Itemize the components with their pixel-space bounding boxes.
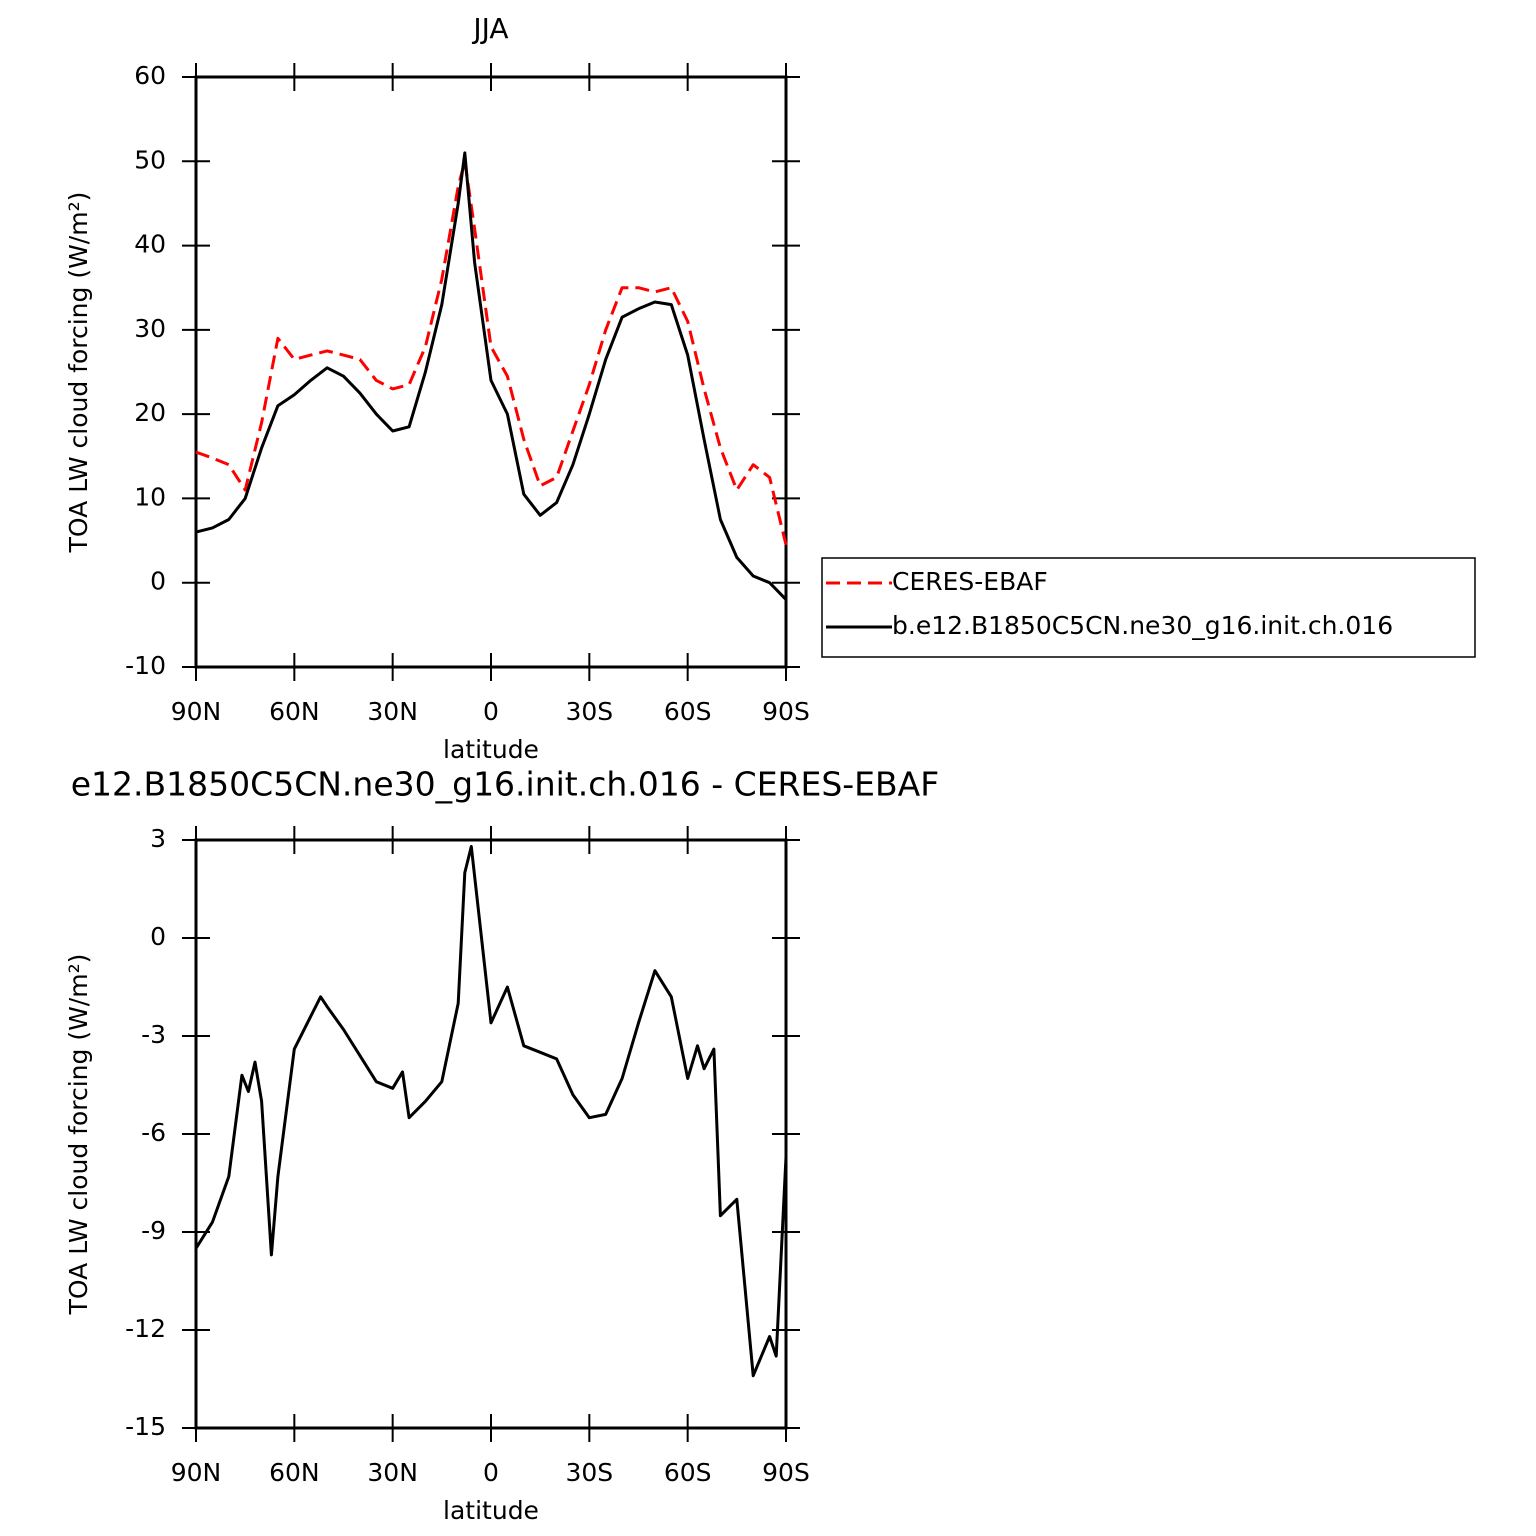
legend-label: CERES-EBAF: [892, 567, 1048, 596]
x-axis-label: latitude: [443, 735, 539, 764]
y-tick-label: 3: [150, 824, 166, 853]
y-tick-label: 0: [150, 922, 166, 951]
y-tick-label: -10: [125, 651, 166, 680]
x-tick-label: 60N: [269, 697, 320, 726]
y-tick-label: 40: [134, 230, 166, 259]
y-axis-label: TOA LW cloud forcing (W/m²): [64, 192, 93, 554]
x-tick-label: 30N: [367, 1458, 418, 1487]
x-tick-label: 0: [483, 697, 499, 726]
x-tick-label: 90N: [171, 697, 222, 726]
x-tick-label: 30S: [565, 697, 613, 726]
x-tick-label: 90S: [762, 1458, 810, 1487]
x-tick-label: 60S: [664, 1458, 712, 1487]
y-tick-label: 0: [150, 567, 166, 596]
legend-box: [821, 557, 1476, 658]
x-tick-label: 90S: [762, 697, 810, 726]
data-line: [195, 151, 788, 601]
x-tick-label: 90N: [171, 1458, 222, 1487]
chart-title: e12.B1850C5CN.ne30_g16.init.ch.016 - CER…: [71, 765, 939, 804]
y-tick-label: -3: [141, 1020, 166, 1049]
y-tick-label: -9: [141, 1216, 166, 1245]
data-line: [195, 159, 788, 546]
y-tick-label: 20: [134, 398, 166, 427]
y-tick-label: -12: [125, 1314, 166, 1343]
y-tick-label: -6: [141, 1118, 166, 1147]
y-tick-label: -15: [125, 1412, 166, 1441]
y-axis-label: TOA LW cloud forcing (W/m²): [64, 954, 93, 1316]
x-tick-label: 0: [483, 1458, 499, 1487]
y-tick-label: 30: [134, 314, 166, 343]
y-tick-label: 60: [134, 61, 166, 90]
x-tick-label: 30S: [565, 1458, 613, 1487]
data-line: [194, 845, 788, 1378]
x-tick-label: 60N: [269, 1458, 320, 1487]
x-axis-label: latitude: [443, 1496, 539, 1525]
legend-label: b.e12.B1850C5CN.ne30_g16.init.ch.016: [892, 611, 1393, 640]
x-tick-label: 30N: [367, 697, 418, 726]
y-tick-label: 10: [134, 482, 166, 511]
chart-title: JJA: [471, 12, 508, 45]
x-tick-label: 60S: [664, 697, 712, 726]
y-tick-label: 50: [134, 145, 166, 174]
